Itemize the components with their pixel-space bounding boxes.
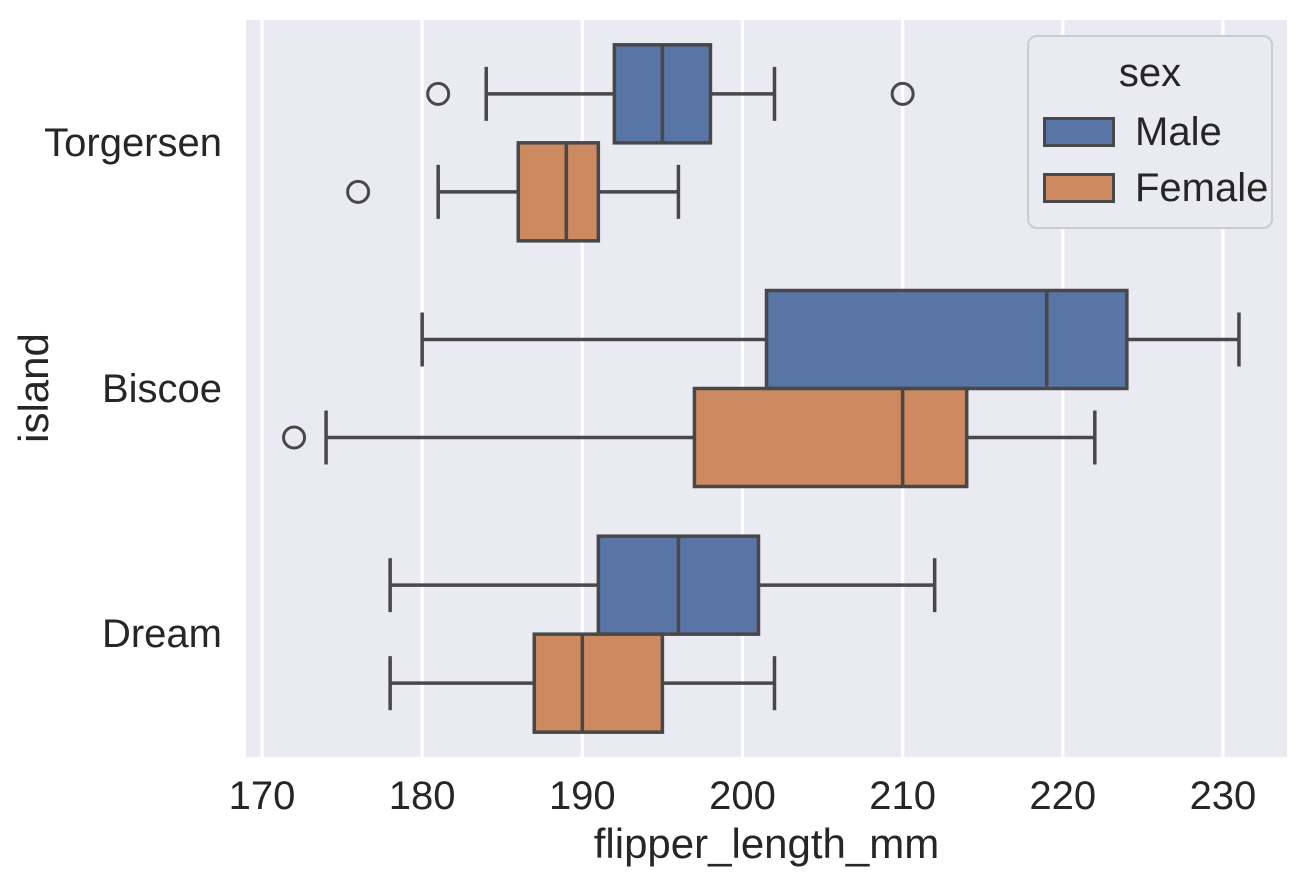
x-tick-170: 170 [228, 774, 296, 818]
legend-item-female: Female [1043, 165, 1268, 211]
y-tick-dream: Dream [101, 612, 222, 657]
x-tick-230: 230 [1189, 774, 1257, 818]
x-tick-190: 190 [548, 774, 616, 818]
legend-item-male: Male [1043, 109, 1257, 155]
box-female-dream [532, 632, 665, 734]
outlier-point [346, 179, 371, 204]
box-female-biscoe [692, 386, 969, 489]
legend-item-label: Male [1135, 110, 1222, 154]
x-axis-label: flipper_length_mm [593, 820, 940, 867]
outlier-point [282, 425, 307, 450]
x-tick-200: 200 [709, 774, 776, 818]
y-tick-biscoe: Biscoe [101, 366, 222, 411]
female-color-swatch [1043, 173, 1115, 203]
box-male-biscoe [764, 288, 1129, 391]
legend: sex Male Female [1027, 35, 1273, 229]
outlier-point [426, 81, 451, 106]
male-color-swatch [1043, 117, 1115, 147]
plot-area: sex Male Female [246, 20, 1287, 757]
legend-title: sex [1118, 51, 1182, 95]
x-tick-210: 210 [869, 774, 936, 818]
y-tick-torgersen: Torgersen [44, 120, 222, 165]
outlier-point [890, 81, 915, 106]
box-female-torgersen [516, 141, 601, 243]
x-tick-220: 220 [1029, 774, 1097, 818]
legend-item-label: Female [1135, 166, 1269, 210]
x-tick-180: 180 [388, 774, 456, 818]
